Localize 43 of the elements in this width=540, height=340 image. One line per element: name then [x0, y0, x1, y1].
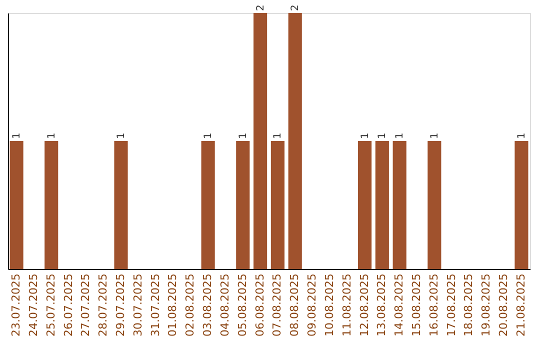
x-tick-label: 12.08.2025: [358, 274, 371, 336]
x-tick-label: 26.07.2025: [62, 274, 75, 336]
x-tick-label: 01.08.2025: [166, 274, 180, 336]
data-label: 1: [238, 132, 249, 139]
data-label: 1: [272, 132, 284, 139]
x-tick-label: 15.08.2025: [410, 274, 423, 336]
x-tick-label: 14.08.2025: [392, 274, 406, 336]
x-tick-label: 04.08.2025: [218, 274, 232, 336]
x-tick-label: 30.07.2025: [131, 274, 144, 336]
x-tick-label: 05.08.2025: [236, 274, 249, 336]
data-label: 1: [429, 132, 440, 139]
x-tick-label: 03.08.2025: [201, 274, 214, 336]
data-label: 1: [394, 132, 406, 139]
data-label: 2: [255, 4, 266, 11]
data-label: 1: [12, 132, 23, 139]
data-label: 1: [377, 132, 388, 139]
x-tick-label: 20.08.2025: [497, 274, 510, 336]
data-label: 1: [360, 132, 371, 139]
x-tick-label: 25.07.2025: [44, 274, 58, 336]
x-tick-label: 07.08.2025: [270, 274, 284, 336]
x-tick-label: 23.07.2025: [10, 274, 23, 336]
x-tick-label: 06.08.2025: [253, 274, 266, 336]
data-label: 1: [46, 132, 58, 139]
x-tick-label: 18.08.2025: [462, 274, 476, 336]
x-tick-label: 21.08.2025: [514, 274, 528, 336]
x-tick-label: 17.08.2025: [444, 274, 458, 336]
x-tick-label: 31.07.2025: [148, 274, 162, 336]
x-tick-label: 02.08.2025: [184, 274, 197, 336]
data-label: 1: [203, 132, 214, 139]
x-tick-label: 28.07.2025: [96, 274, 110, 336]
data-label: 2: [290, 4, 302, 11]
x-tick-label: 09.08.2025: [306, 274, 319, 336]
data-label: 1: [516, 132, 528, 139]
x-tick-label: 29.07.2025: [114, 274, 127, 336]
x-tick-label: 11.08.2025: [340, 274, 354, 336]
x-tick-label: 13.08.2025: [375, 274, 388, 336]
x-tick-label: 08.08.2025: [288, 274, 302, 336]
x-tick-label: 19.08.2025: [480, 274, 493, 336]
x-tick-label: 16.08.2025: [427, 274, 440, 336]
data-label: 1: [116, 132, 127, 139]
x-tick-label: 27.07.2025: [79, 274, 92, 336]
x-tick-label: 10.08.2025: [322, 274, 336, 336]
x-tick-label: 24.07.2025: [26, 274, 40, 336]
